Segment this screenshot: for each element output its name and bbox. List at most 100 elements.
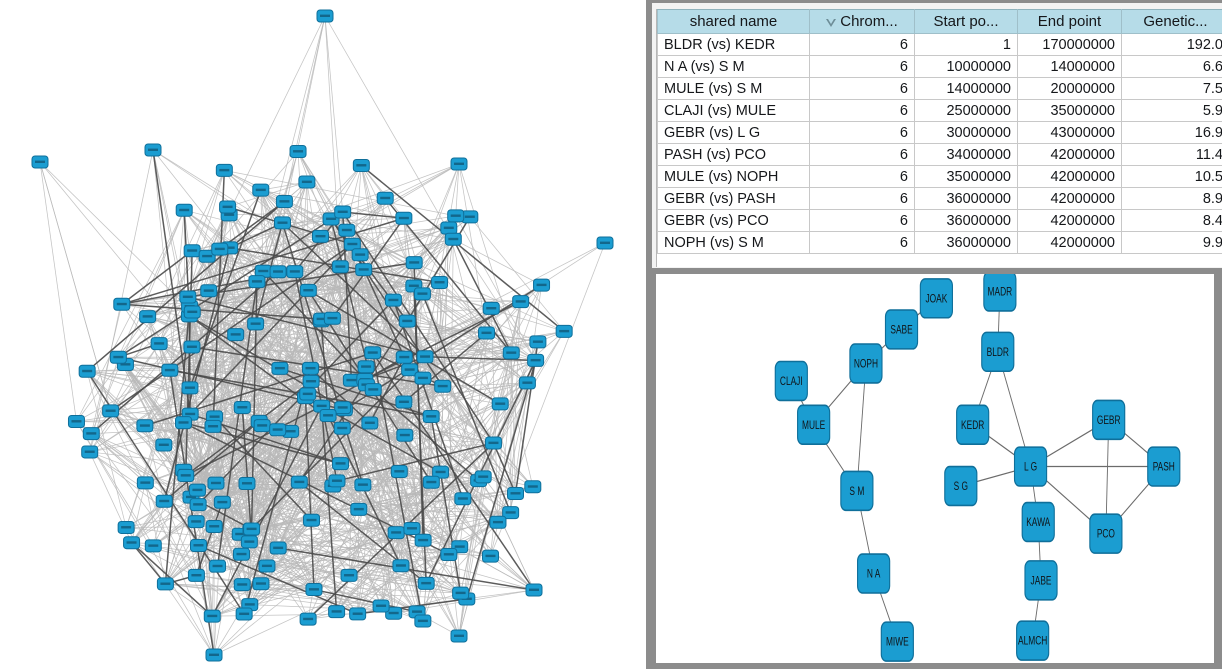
large-network-node[interactable] (413, 287, 431, 301)
table-row[interactable]: GEBR (vs) L G 6 30000000 43000000 16.9 (657, 121, 1222, 144)
large-network-node[interactable] (31, 155, 49, 169)
large-network-node[interactable] (527, 353, 545, 367)
large-network-node[interactable] (384, 293, 402, 307)
subnetwork-node[interactable]: KEDR (956, 404, 990, 445)
large-network-node[interactable] (82, 427, 100, 441)
large-network-node[interactable] (311, 229, 329, 243)
large-network-node[interactable] (452, 586, 470, 600)
large-network-node[interactable] (416, 350, 434, 364)
large-network-node[interactable] (269, 265, 287, 279)
large-network-node[interactable] (395, 211, 413, 225)
large-network-node[interactable] (596, 236, 614, 250)
table-row[interactable]: N A (vs) S M 6 10000000 14000000 6.6 (657, 55, 1222, 78)
large-network-node[interactable] (258, 559, 276, 573)
large-network-node[interactable] (252, 577, 270, 591)
large-network-node[interactable] (396, 428, 414, 442)
large-network-node[interactable] (207, 476, 225, 490)
large-network-node[interactable] (364, 346, 382, 360)
subnetwork-node[interactable]: MULE (797, 404, 831, 445)
table-row[interactable]: MULE (vs) NOPH 6 35000000 42000000 10.5 (657, 165, 1222, 188)
subnetwork-node[interactable]: N A (857, 553, 891, 594)
large-network-node[interactable] (355, 263, 373, 277)
large-network-node[interactable] (524, 480, 542, 494)
subnetwork-node[interactable]: PASH (1147, 446, 1181, 487)
large-network-node[interactable] (349, 607, 367, 621)
large-network-node[interactable] (555, 324, 573, 338)
large-network-node[interactable] (395, 350, 413, 364)
large-network-node[interactable] (352, 158, 370, 172)
large-network-node[interactable] (338, 223, 356, 237)
large-network-node[interactable] (203, 609, 221, 623)
large-network-node[interactable] (67, 414, 85, 428)
subnetwork-node[interactable]: SABE (884, 309, 919, 350)
large-network-node[interactable] (398, 314, 416, 328)
large-network-node[interactable] (392, 559, 410, 573)
large-network-node[interactable] (183, 244, 201, 258)
large-network-node[interactable] (175, 203, 193, 217)
large-network-node[interactable] (238, 476, 256, 490)
large-network-node[interactable] (286, 265, 304, 279)
subnetwork-node[interactable]: MIWE (880, 621, 914, 662)
large-network-node[interactable] (364, 383, 382, 397)
large-network-node[interactable] (432, 465, 450, 479)
large-network-node[interactable] (187, 515, 205, 529)
large-network-node[interactable] (431, 275, 449, 289)
large-network-node[interactable] (478, 326, 496, 340)
large-network-node[interactable] (502, 346, 520, 360)
large-network-node[interactable] (188, 483, 206, 497)
large-network-node[interactable] (323, 311, 341, 325)
large-network-node[interactable] (156, 577, 174, 591)
large-network-node[interactable] (350, 502, 368, 516)
large-network-node[interactable] (328, 605, 346, 619)
large-network-node[interactable] (454, 492, 472, 506)
large-network-node[interactable] (113, 297, 131, 311)
large-network-node[interactable] (512, 295, 530, 309)
large-network-node[interactable] (102, 404, 120, 418)
large-network-node[interactable] (422, 475, 440, 489)
table-header-end_point[interactable]: End point (1017, 9, 1122, 34)
large-network-node[interactable] (150, 337, 168, 351)
large-network-node[interactable] (289, 145, 307, 159)
large-network-node[interactable] (302, 361, 320, 375)
large-network-node[interactable] (405, 256, 423, 270)
large-network-node[interactable] (331, 260, 349, 274)
table-header-genetic[interactable]: Genetic... (1121, 9, 1222, 34)
large-network-node[interactable] (316, 9, 334, 23)
subnetwork-node[interactable]: JABE (1024, 560, 1058, 601)
large-network-node[interactable] (319, 409, 337, 423)
large-network-node[interactable] (253, 419, 271, 433)
large-network-node[interactable] (175, 416, 193, 430)
large-network-node[interactable] (422, 410, 440, 424)
table-header-shared_name[interactable]: shared name (657, 9, 810, 34)
large-network-node[interactable] (247, 317, 265, 331)
large-network-node[interactable] (354, 478, 372, 492)
table-row[interactable]: PASH (vs) PCO 6 34000000 42000000 11.4 (657, 143, 1222, 166)
large-network-node[interactable] (215, 163, 233, 177)
large-network-node[interactable] (414, 371, 432, 385)
large-network-node[interactable] (447, 209, 465, 223)
large-network-node[interactable] (351, 248, 369, 262)
table-row[interactable]: CLAJI (vs) MULE 6 25000000 35000000 5.9 (657, 99, 1222, 122)
large-network-node[interactable] (233, 400, 251, 414)
large-network-node[interactable] (181, 381, 199, 395)
large-network-node[interactable] (78, 364, 96, 378)
large-network-node[interactable] (332, 457, 350, 471)
subnetwork-node[interactable]: L G (1013, 446, 1048, 487)
large-network-node[interactable] (183, 340, 201, 354)
large-network-node[interactable] (299, 612, 317, 626)
large-network-node[interactable] (302, 374, 320, 388)
large-network-node[interactable] (440, 548, 458, 562)
large-network-node[interactable] (269, 541, 287, 555)
subnetwork-node[interactable]: BLDR (981, 331, 1015, 373)
large-network-node[interactable] (333, 421, 351, 435)
table-scroll-area[interactable]: shared name Chrom... Start po... End point G… (656, 9, 1222, 267)
large-network-node[interactable] (489, 515, 507, 529)
table-row[interactable]: NOPH (vs) S M 6 36000000 42000000 9.9 (657, 231, 1222, 254)
large-network-node[interactable] (533, 278, 551, 292)
large-network-node[interactable] (227, 328, 245, 342)
large-network-node[interactable] (450, 629, 468, 643)
large-network-node[interactable] (187, 568, 205, 582)
large-network-node[interactable] (81, 445, 99, 459)
large-network-node[interactable] (232, 547, 250, 561)
large-network-node[interactable] (390, 465, 408, 479)
